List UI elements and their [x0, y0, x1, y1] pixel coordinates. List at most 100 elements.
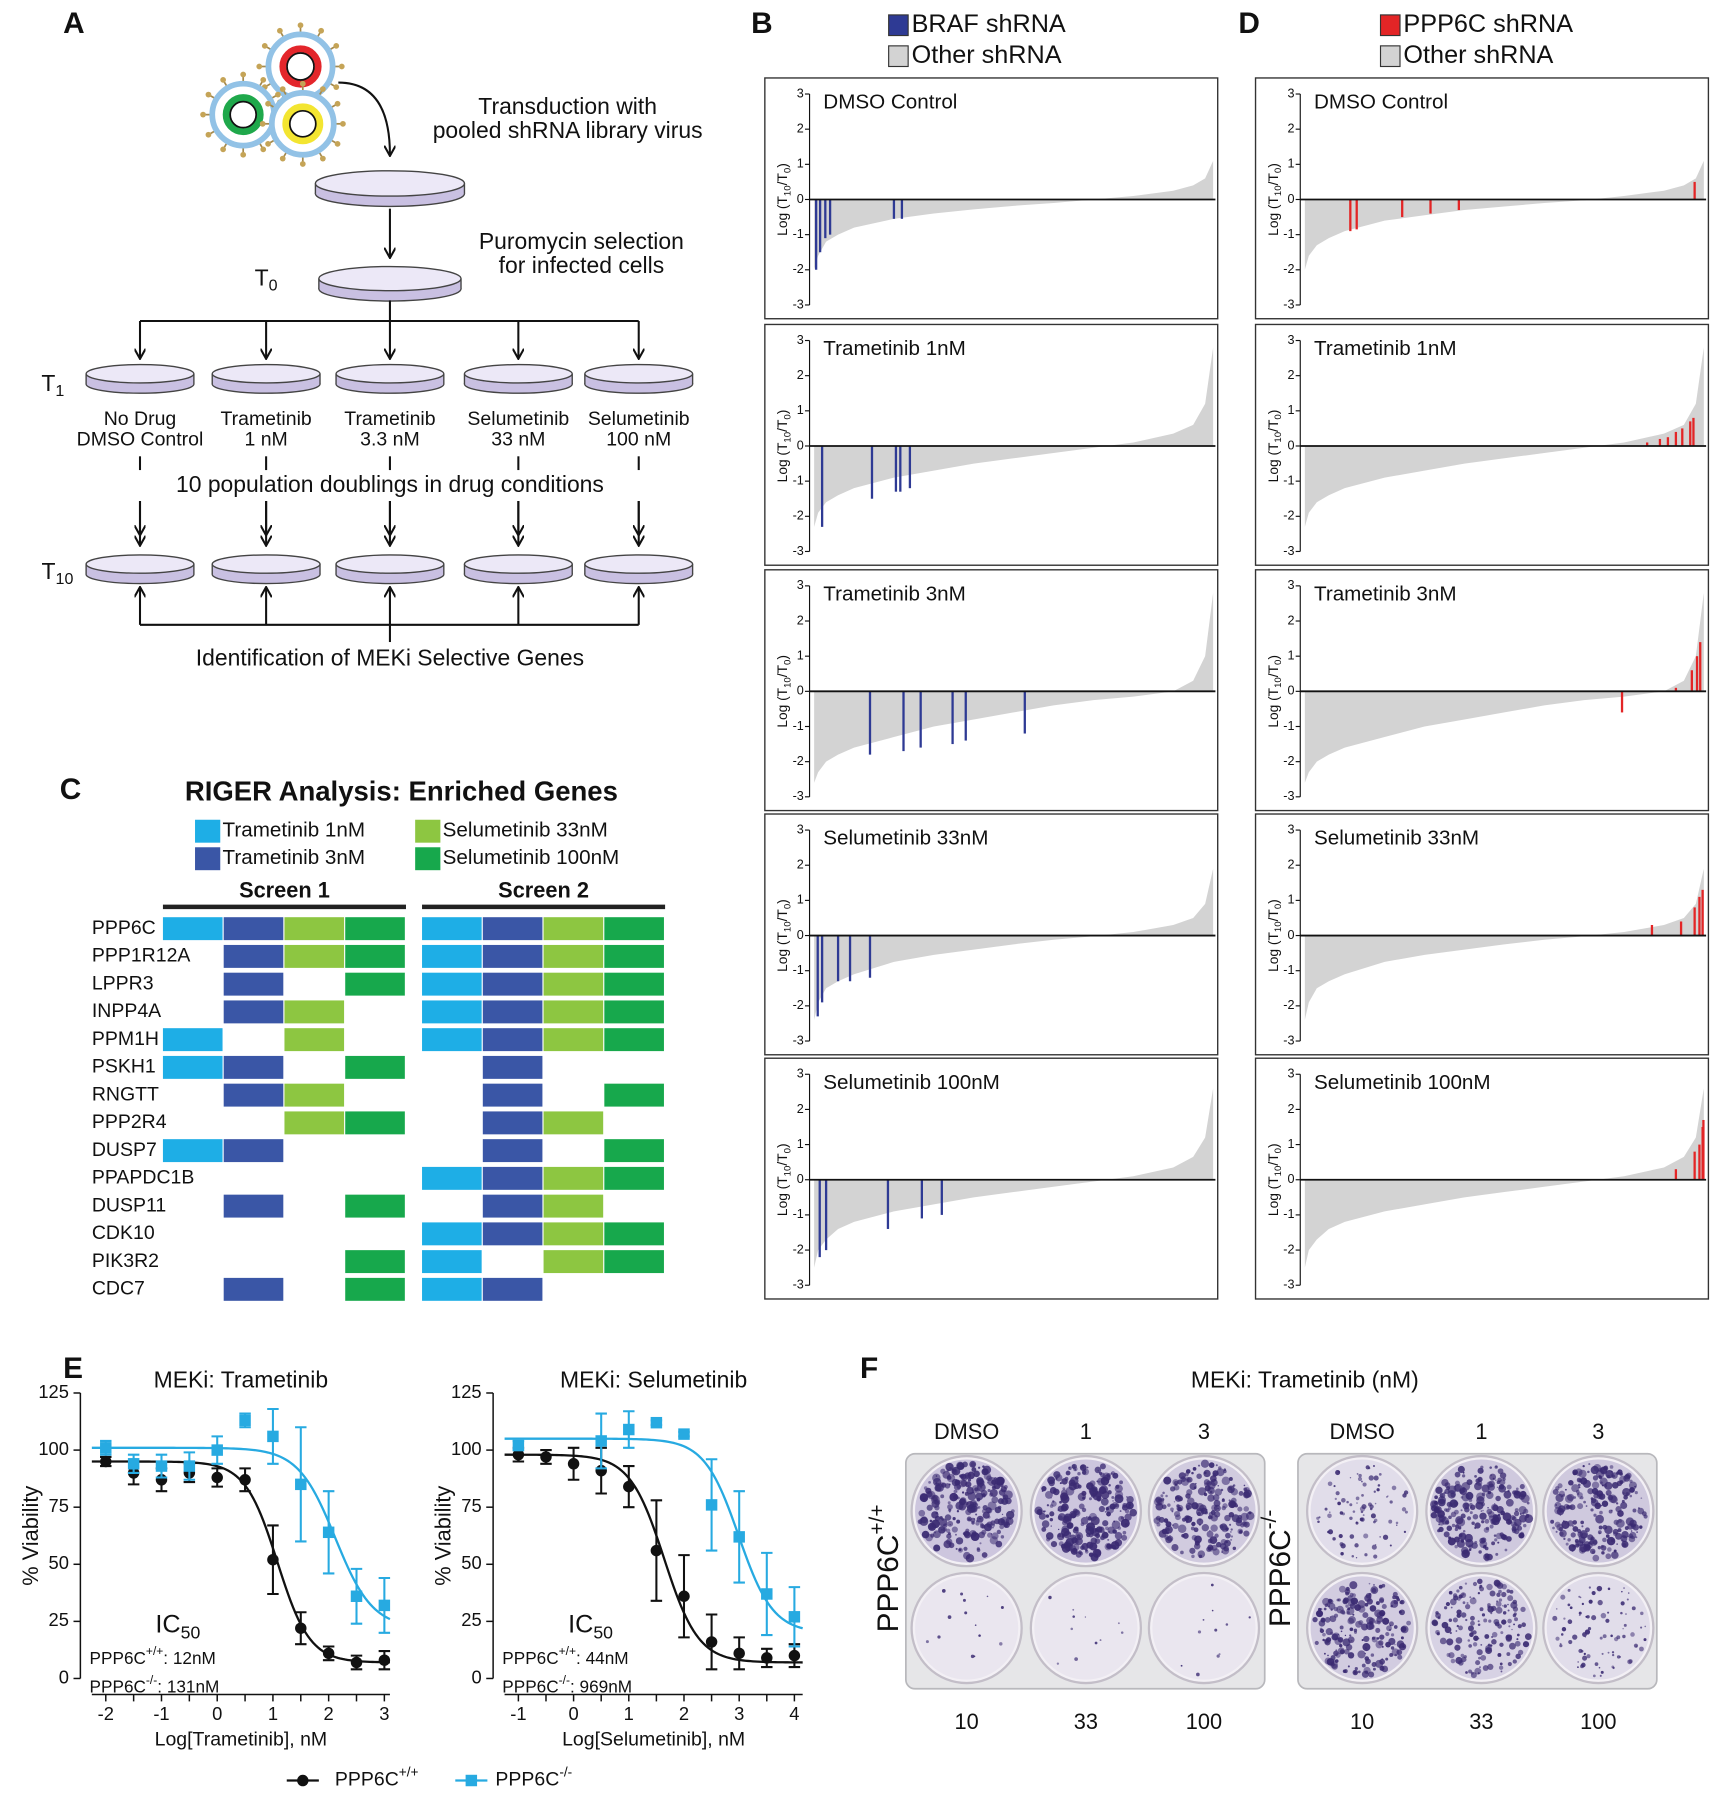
colony: [1343, 1669, 1348, 1674]
colony: [1172, 1522, 1179, 1530]
virus-spike: [340, 120, 346, 127]
colony: [1453, 1484, 1461, 1492]
virus-spike: [240, 151, 247, 158]
colony: [1468, 1669, 1472, 1674]
colony: [1184, 1515, 1190, 1520]
colony: [1517, 1649, 1524, 1656]
colony: [1587, 1626, 1592, 1631]
colony: [1173, 1501, 1176, 1503]
colony: [965, 1528, 970, 1533]
colony: [1221, 1476, 1231, 1486]
colony: [1402, 1627, 1404, 1630]
colony: [1059, 1482, 1062, 1485]
colony: [1616, 1655, 1621, 1659]
colony: [1482, 1509, 1484, 1512]
colony: [1050, 1541, 1058, 1548]
colony: [1196, 1473, 1202, 1479]
colony: [1481, 1520, 1485, 1524]
colony: [1070, 1548, 1078, 1555]
colony: [1351, 1593, 1356, 1598]
colony: [1471, 1542, 1478, 1549]
colony: [1203, 1492, 1208, 1497]
y-tick-label: 2: [797, 122, 804, 136]
colony: [1521, 1622, 1526, 1627]
colony: [971, 1467, 977, 1472]
colony: [1518, 1506, 1527, 1514]
colony: [1479, 1666, 1481, 1669]
data-point: [512, 1448, 525, 1461]
y-tick-label: -2: [793, 998, 804, 1012]
colony: [1456, 1624, 1459, 1628]
colony: [1349, 1477, 1352, 1479]
colony: [1006, 1510, 1015, 1520]
colony: [1640, 1497, 1643, 1499]
colony: [1599, 1674, 1602, 1677]
hit-cell: [543, 917, 604, 941]
colony: [1640, 1611, 1644, 1616]
colony: [968, 1503, 977, 1513]
hit-cell: [422, 1000, 482, 1024]
colony: [1586, 1615, 1590, 1619]
colony: [1454, 1644, 1461, 1651]
condition-label: DMSO Control: [77, 428, 204, 450]
colony: [1510, 1515, 1516, 1521]
colony: [1355, 1496, 1360, 1501]
colony: [1242, 1521, 1248, 1527]
hit-cell: [345, 1277, 405, 1301]
colony: [1460, 1496, 1464, 1499]
colony: [1345, 1644, 1353, 1651]
virus-spike: [333, 84, 340, 90]
colony: [1166, 1531, 1169, 1535]
annotation-line: PPP6C-/-: 131nM: [90, 1673, 220, 1696]
colony: [1449, 1503, 1453, 1507]
colony: [1506, 1484, 1512, 1490]
hit-cell: [482, 1277, 543, 1301]
colony: [1621, 1590, 1623, 1593]
colony: [1493, 1579, 1501, 1587]
data-point: [733, 1531, 745, 1543]
y-tick-label: -2: [1283, 754, 1294, 768]
colony: [1173, 1484, 1180, 1491]
gene-label: LPPR3: [92, 972, 154, 994]
colony: [1514, 1640, 1521, 1647]
colony: [1089, 1480, 1096, 1487]
colony: [947, 1615, 952, 1619]
colony: [1368, 1671, 1375, 1678]
data-point: [211, 1444, 223, 1456]
hit-cell: [543, 1166, 604, 1190]
hit-cell: [284, 1000, 345, 1024]
condition-label: Trametinib: [220, 408, 311, 430]
hit-cell: [422, 1166, 482, 1190]
colony: [1083, 1468, 1087, 1472]
colony: [1401, 1507, 1407, 1512]
colony: [1356, 1473, 1359, 1475]
x-axis-label: Log[Trametinib], nM: [155, 1729, 328, 1751]
data-point: [705, 1636, 718, 1648]
colony: [1594, 1491, 1599, 1496]
genotype-label: PPP6C-/-: [1258, 1510, 1297, 1627]
colony: [937, 1635, 941, 1639]
colony: [1512, 1606, 1519, 1612]
y-tick-label: 0: [59, 1666, 69, 1687]
colony: [1583, 1541, 1591, 1548]
colony: [1364, 1553, 1368, 1557]
virus-genome: [222, 94, 264, 136]
colony: [1509, 1589, 1514, 1594]
colony: [1434, 1495, 1438, 1500]
well: [1147, 1571, 1261, 1685]
colony: [1336, 1598, 1340, 1602]
colony: [1049, 1511, 1055, 1517]
colony: [965, 1481, 972, 1488]
colony: [1224, 1514, 1231, 1522]
colony: [1177, 1524, 1187, 1533]
colony: [1474, 1474, 1477, 1478]
colony: [1565, 1542, 1569, 1546]
colony: [1122, 1530, 1127, 1535]
colony: [1158, 1530, 1167, 1538]
colony: [1127, 1505, 1130, 1509]
colony: [1339, 1608, 1341, 1611]
colony: [987, 1477, 997, 1486]
hit-cell: [162, 917, 223, 941]
well-label: 33: [1469, 1709, 1493, 1734]
colony: [1243, 1506, 1250, 1512]
